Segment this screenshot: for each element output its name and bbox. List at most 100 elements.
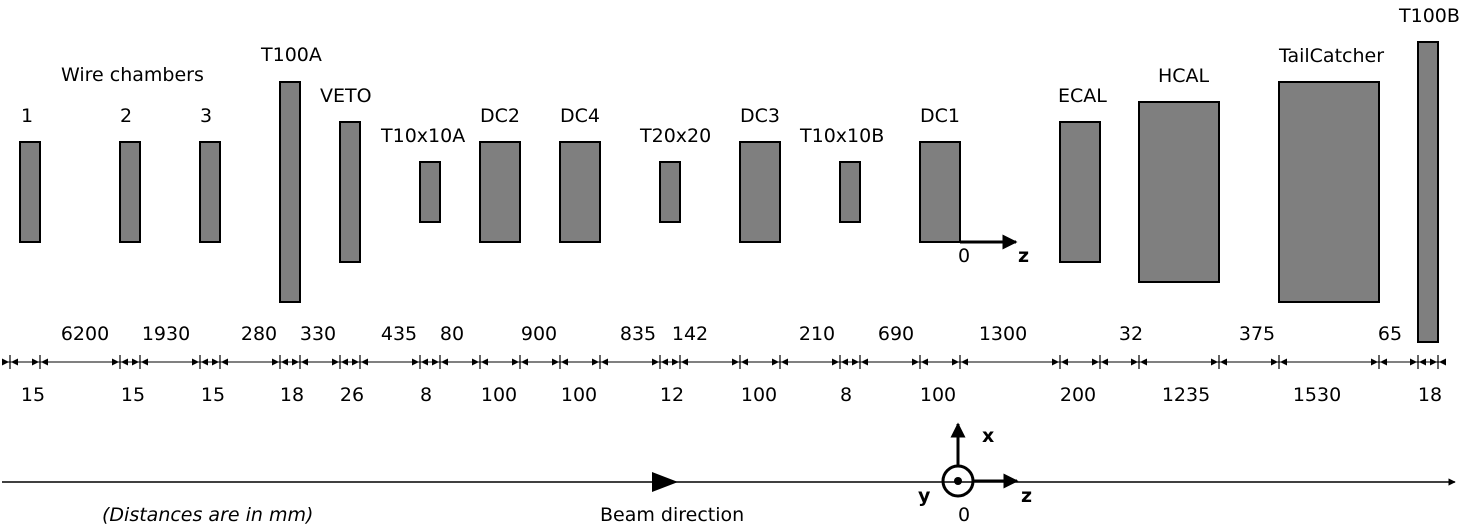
dimension-arrowhead xyxy=(841,358,848,366)
dimension-arrowhead xyxy=(421,358,428,366)
hcal-label: HCAL xyxy=(1158,65,1210,87)
dimension-arrowhead xyxy=(1131,358,1138,366)
dimension-arrowhead xyxy=(1140,358,1147,366)
dimension-arrowhead xyxy=(441,358,448,366)
dimension-arrowhead xyxy=(481,358,488,366)
dimension-line xyxy=(2,355,1446,369)
thickness-value: 100 xyxy=(561,384,597,406)
wire-chambers-label: Wire chambers xyxy=(61,64,204,86)
dimension-arrowhead xyxy=(1052,358,1059,366)
gap-value: 1300 xyxy=(979,323,1027,345)
dimension-arrowhead xyxy=(1380,358,1387,366)
units-note: (Distances are in mm) xyxy=(102,504,313,526)
dc2-block xyxy=(479,141,521,243)
dimension-arrowhead xyxy=(301,358,308,366)
dimension-arrowhead xyxy=(432,358,439,366)
dc3-label: DC3 xyxy=(740,105,780,127)
dimension-arrowhead xyxy=(1439,358,1446,366)
tailcatcher-label: TailCatcher xyxy=(1278,45,1384,67)
dimension-arrowhead xyxy=(112,358,119,366)
dc1-label: DC1 xyxy=(920,105,960,127)
dimension-arrowhead xyxy=(832,358,839,366)
gap-value: 835 xyxy=(620,323,656,345)
hcal-block xyxy=(1138,101,1220,283)
thickness-value: 1530 xyxy=(1293,384,1341,406)
dimension-arrowhead xyxy=(332,358,339,366)
gap-value: 1930 xyxy=(142,323,190,345)
gap-value: 280 xyxy=(241,323,277,345)
veto-label: VETO xyxy=(320,85,372,107)
thickness-value: 100 xyxy=(481,384,517,406)
dimension-arrowhead xyxy=(472,358,479,366)
dimension-arrowhead xyxy=(561,358,568,366)
beam-direction-arrowhead xyxy=(652,472,678,492)
t20x20-block xyxy=(659,161,681,223)
dimension-arrowhead xyxy=(521,358,528,366)
thickness-value: 18 xyxy=(1418,384,1442,406)
dimension-arrowhead xyxy=(292,358,299,366)
dimension-arrowhead xyxy=(11,358,18,366)
wire-chamber-2-label: 2 xyxy=(120,105,132,127)
dimension-arrowhead xyxy=(1101,358,1108,366)
ecal-block xyxy=(1059,121,1101,263)
beam-line: Beam direction (Distances are in mm) xyxy=(2,472,1456,526)
dimension-arrowhead xyxy=(921,358,928,366)
dimension-arrowhead xyxy=(361,358,368,366)
dc3-block xyxy=(739,141,781,243)
lower-origin-label: 0 xyxy=(958,504,970,526)
t10x10b-label: T10x10B xyxy=(799,125,884,147)
lower-coordinate-system: x y z 0 xyxy=(918,422,1032,526)
dimension-arrowhead xyxy=(661,358,668,366)
dimension-arrowhead xyxy=(1430,358,1437,366)
thickness-value: 26 xyxy=(340,384,364,406)
dc2-label: DC2 xyxy=(480,105,520,127)
gap-value: 690 xyxy=(878,323,914,345)
dimension-arrowhead xyxy=(281,358,288,366)
y-axis-label: y xyxy=(918,485,931,507)
ecal-label: ECAL xyxy=(1058,85,1107,107)
dimension-arrowhead xyxy=(952,358,959,366)
dimension-arrowhead xyxy=(912,358,919,366)
dimension-arrowhead xyxy=(2,358,9,366)
t100b-label: T100B xyxy=(1398,5,1460,27)
thickness-value: 100 xyxy=(741,384,777,406)
dimension-arrowhead xyxy=(1280,358,1287,366)
dimension-arrowhead xyxy=(681,358,688,366)
dimension-arrowhead xyxy=(961,358,968,366)
t100b-block xyxy=(1417,41,1439,343)
thickness-value: 200 xyxy=(1060,384,1096,406)
upper-z-label: z xyxy=(1018,245,1029,267)
thickness-value: 1235 xyxy=(1162,384,1210,406)
thickness-value: 8 xyxy=(420,384,432,406)
dimension-arrowhead xyxy=(861,358,868,366)
upper-z-axis: 0 z xyxy=(958,234,1029,267)
wire-chamber-2-block xyxy=(119,141,141,243)
wire-chamber-1-block xyxy=(19,141,41,243)
dimension-arrowhead xyxy=(512,358,519,366)
dimension-arrowhead xyxy=(141,358,148,366)
dimension-arrowhead xyxy=(1061,358,1068,366)
gap-value: 65 xyxy=(1378,323,1402,345)
gap-value: 80 xyxy=(440,323,464,345)
t20x20-label: T20x20 xyxy=(639,125,711,147)
t100a-block xyxy=(279,81,301,303)
z-axis-label: z xyxy=(1021,485,1032,507)
dc1-block xyxy=(919,141,961,243)
gap-value: 32 xyxy=(1119,323,1143,345)
y-axis-dot xyxy=(954,477,962,485)
tailcatcher-block xyxy=(1278,81,1380,303)
dimension-arrowhead xyxy=(552,358,559,366)
dc4-label: DC4 xyxy=(560,105,600,127)
thickness-value: 100 xyxy=(920,384,956,406)
gap-value: 210 xyxy=(799,323,835,345)
t10x10a-block xyxy=(419,161,441,223)
dimension-arrowhead xyxy=(1092,358,1099,366)
wire-chamber-3-label: 3 xyxy=(200,105,212,127)
thickness-value: 15 xyxy=(21,384,45,406)
gap-value: 900 xyxy=(521,323,557,345)
gap-value: 330 xyxy=(300,323,336,345)
dimension-arrowhead xyxy=(1211,358,1218,366)
dimension-arrowhead xyxy=(212,358,219,366)
dimension-arrowhead xyxy=(1410,358,1417,366)
x-axis-label: x xyxy=(982,425,994,447)
